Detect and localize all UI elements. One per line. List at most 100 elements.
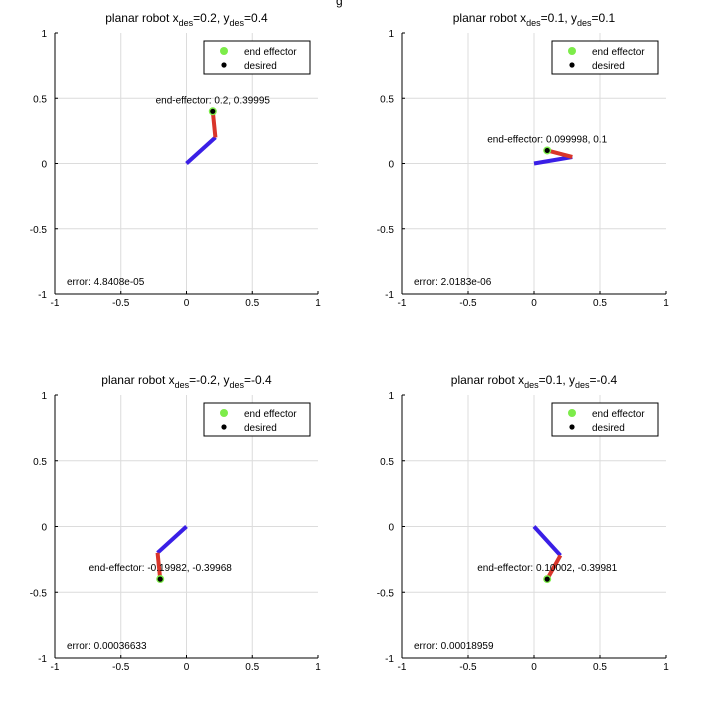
y-tick-label: 0	[41, 160, 47, 171]
y-tick-label: 1	[388, 29, 394, 40]
error-text: error: 4.8408e-05	[67, 277, 145, 288]
title-part: =0.2, y	[193, 11, 229, 25]
legend-marker-desired	[569, 62, 575, 68]
x-tick-label: 0.5	[593, 298, 607, 309]
title-subscript: des	[179, 18, 194, 28]
x-tick-label: 1	[663, 662, 669, 673]
legend-label-desired: desired	[244, 423, 277, 434]
x-tick-label: -0.5	[112, 662, 130, 673]
x-tick-label: -0.5	[459, 662, 477, 673]
robot-link-1	[156, 525, 188, 555]
title-subscript: des	[575, 380, 590, 390]
y-tick-label: -1	[38, 654, 47, 665]
title-part: =-0.4	[590, 373, 618, 387]
legend-box	[551, 402, 659, 437]
robot-link-1	[532, 525, 562, 557]
desired-point	[157, 576, 163, 582]
legend-marker-end-effector	[568, 409, 576, 417]
x-tick-label: 1	[663, 298, 669, 309]
y-tick-label: -1	[385, 290, 394, 301]
subplot-title: planar robot xdes=-0.2, ydes=-0.4	[101, 373, 272, 390]
title-subscript: des	[524, 380, 539, 390]
x-tick-label: 0	[184, 298, 190, 309]
robot-link-2	[545, 554, 563, 581]
legend-label-desired: desired	[244, 61, 277, 72]
figure-top-label: g	[336, 0, 343, 8]
legend-marker-end-effector	[220, 47, 228, 55]
desired-point	[544, 147, 550, 154]
y-tick-label: 0.5	[33, 457, 47, 468]
subplot-1: -1 -0.5 0 0.5 1 -1 -0.5 0 0.5 1 planar robot xdes=…	[30, 11, 321, 309]
title-part: planar robot x	[101, 373, 174, 387]
robot-link-2	[546, 148, 573, 159]
title-part: planar robot x	[105, 11, 178, 25]
y-tick-label: 1	[41, 391, 47, 402]
title-part: =0.1, y	[539, 373, 575, 387]
legend-marker-desired	[569, 424, 575, 430]
error-text: error: 0.00036633	[67, 641, 147, 652]
title-part: =0.1, y	[541, 11, 577, 25]
x-tick-label: 0.5	[245, 298, 259, 309]
x-tick-label: 0	[184, 662, 190, 673]
title-part: =-0.2, y	[189, 373, 229, 387]
legend-marker-desired	[221, 62, 227, 68]
error-text: error: 2.0183e-06	[414, 277, 492, 288]
x-tick-label: -1	[51, 662, 60, 673]
title-part: =0.1	[592, 11, 616, 25]
subplot-title: planar robot xdes=0.1, ydes=0.1	[453, 11, 616, 28]
x-tick-label: 0	[531, 298, 537, 309]
legend-label-end-effector: end effector	[592, 47, 645, 58]
y-tick-label: -0.5	[30, 588, 48, 599]
robot-link-1	[185, 135, 217, 165]
x-tick-label: 1	[315, 298, 321, 309]
desired-point	[544, 576, 550, 582]
end-effector-annotation: end-effector: 0.099998, 0.1	[487, 134, 607, 145]
x-tick-label: -1	[51, 298, 60, 309]
x-tick-label: -0.5	[459, 298, 477, 309]
robot-link-1	[533, 155, 573, 166]
y-tick-label: 0	[41, 523, 47, 534]
legend-box	[203, 40, 311, 75]
title-subscript: des	[577, 18, 592, 28]
y-tick-label: 0	[388, 160, 394, 171]
legend-marker-end-effector	[220, 409, 228, 417]
robot-link-2	[155, 552, 163, 580]
desired-point	[210, 108, 216, 114]
title-part: =-0.4	[244, 373, 272, 387]
title-part: planar robot x	[453, 11, 526, 25]
y-tick-label: 1	[41, 29, 47, 40]
y-tick-label: 1	[388, 391, 394, 402]
legend-marker-desired	[221, 424, 227, 430]
y-tick-label: 0.5	[33, 94, 47, 105]
y-tick-label: -0.5	[30, 225, 48, 236]
x-tick-label: 0.5	[593, 662, 607, 673]
x-tick-label: -0.5	[112, 298, 130, 309]
x-tick-label: -1	[398, 298, 407, 309]
robot-link-2	[210, 111, 218, 138]
y-tick-label: 0.5	[380, 94, 394, 105]
title-subscript: des	[230, 380, 245, 390]
y-tick-label: 0.5	[380, 457, 394, 468]
legend-marker-end-effector	[568, 47, 576, 55]
subplot-title: planar robot xdes=0.2, ydes=0.4	[105, 11, 268, 28]
legend-label-desired: desired	[592, 423, 625, 434]
x-tick-label: 0	[531, 662, 537, 673]
legend-box	[551, 40, 659, 75]
y-tick-label: -0.5	[377, 588, 395, 599]
x-tick-label: 1	[315, 662, 321, 673]
title-subscript: des	[526, 18, 541, 28]
legend-label-end-effector: end effector	[244, 47, 297, 58]
subplot-title: planar robot xdes=0.1, ydes=-0.4	[451, 373, 618, 390]
title-subscript: des	[175, 380, 190, 390]
error-text: error: 0.00018959	[414, 641, 494, 652]
legend-box	[203, 402, 311, 437]
end-effector-annotation: end-effector: 0.2, 0.39995	[156, 95, 271, 106]
y-tick-label: -1	[38, 290, 47, 301]
legend-label-end-effector: end effector	[244, 409, 297, 420]
x-tick-label: -1	[398, 662, 407, 673]
legend-label-end-effector: end effector	[592, 409, 645, 420]
